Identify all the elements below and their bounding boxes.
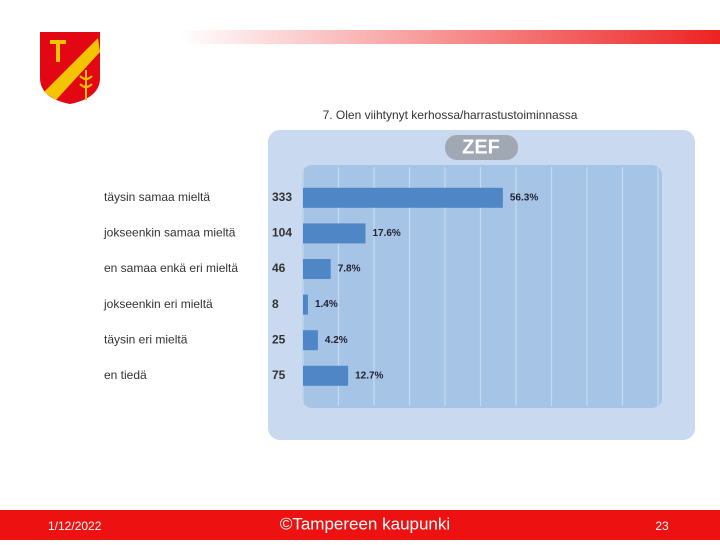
logo-pill bbox=[445, 135, 518, 160]
page-number: 23 bbox=[655, 519, 669, 533]
footer-bar bbox=[0, 510, 720, 540]
value-label: 12.7% bbox=[355, 370, 383, 381]
count-label: 104 bbox=[272, 226, 292, 240]
footer-copyright: ©Tampereen kaupunki bbox=[280, 514, 450, 533]
chart-title: 7. Olen viihtynyt kerhossa/harrastustoim… bbox=[323, 108, 578, 122]
bar bbox=[303, 187, 503, 208]
header-strip bbox=[180, 30, 720, 44]
category-label: täysin samaa mieltä bbox=[104, 190, 210, 204]
footer-date: 1/12/2022 bbox=[48, 519, 102, 533]
count-label: 25 bbox=[272, 332, 286, 346]
value-label: 1.4% bbox=[315, 299, 338, 310]
category-label: en samaa enkä eri mieltä bbox=[104, 261, 238, 275]
value-label: 17.6% bbox=[372, 228, 400, 239]
value-label: 7.8% bbox=[338, 264, 361, 275]
bar bbox=[303, 294, 308, 315]
bar bbox=[303, 365, 349, 386]
plot-area bbox=[302, 165, 662, 408]
value-label: 56.3% bbox=[510, 192, 538, 203]
bar bbox=[303, 223, 366, 244]
count-label: 333 bbox=[272, 190, 292, 204]
count-label: 8 bbox=[272, 297, 279, 311]
count-label: 75 bbox=[272, 368, 286, 382]
category-label: jokseenkin samaa mieltä bbox=[103, 226, 236, 240]
category-label: jokseenkin eri mieltä bbox=[103, 297, 213, 311]
bar bbox=[303, 259, 331, 279]
count-label: 46 bbox=[272, 261, 286, 275]
bar bbox=[303, 330, 318, 351]
value-label: 4.2% bbox=[325, 335, 348, 346]
category-label: täysin eri mieltä bbox=[104, 332, 188, 346]
category-label: en tiedä bbox=[104, 368, 147, 382]
logo-shield bbox=[40, 32, 100, 104]
logo-text: ZEF bbox=[462, 136, 500, 158]
